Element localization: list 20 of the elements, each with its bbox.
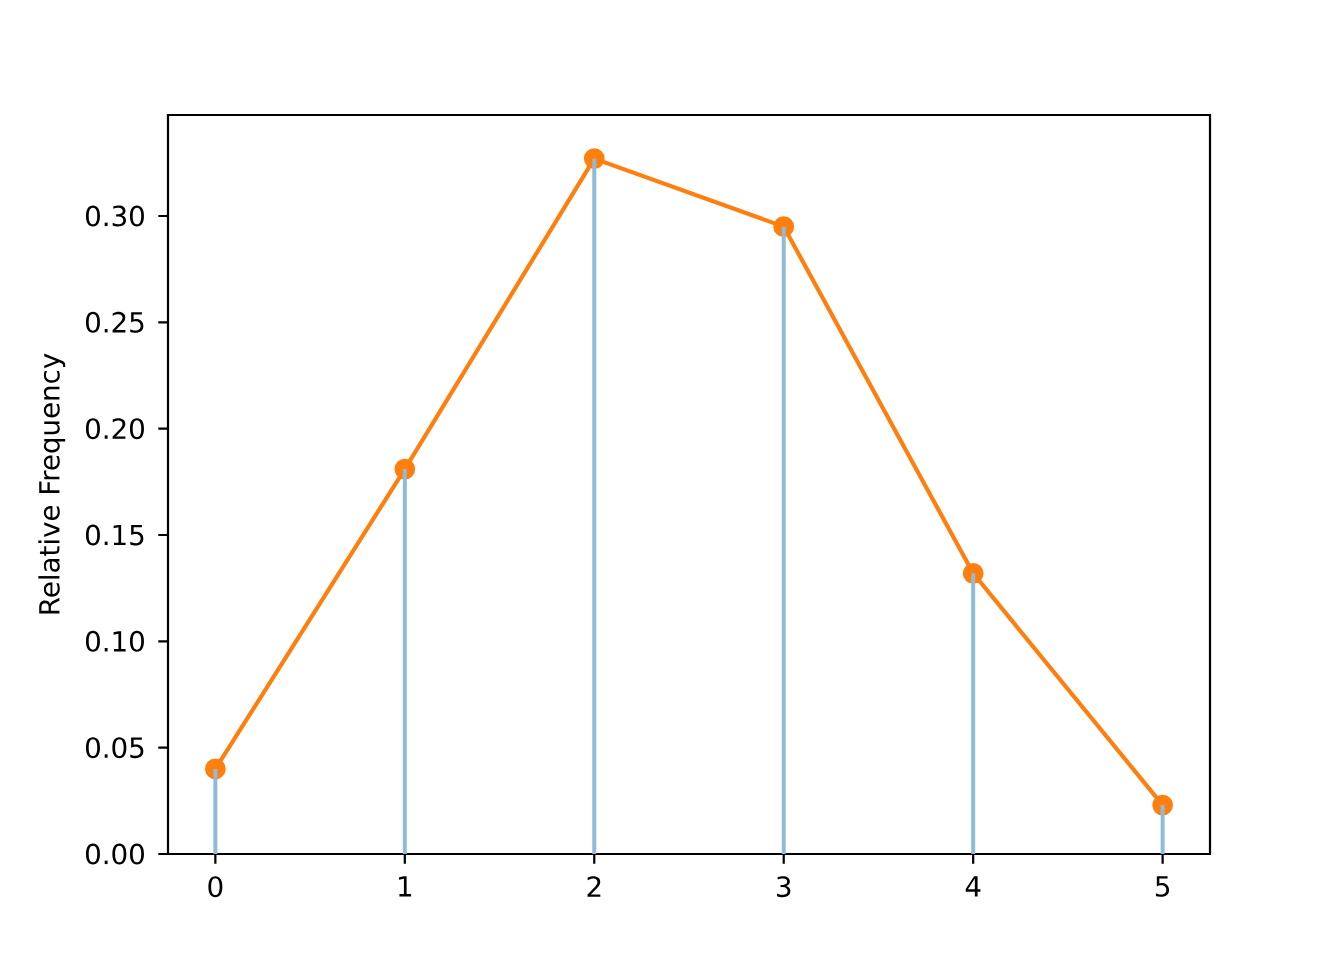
y-tick-label: 0.25	[85, 311, 144, 333]
y-tick-label: 0.05	[85, 737, 144, 759]
x-tick-label: 5	[1155, 876, 1170, 897]
y-tick-label: 0.30	[85, 205, 144, 227]
bar	[1160, 805, 1165, 854]
y-axis-title: Relative Frequency	[38, 353, 66, 614]
x-tick-label: 0	[208, 876, 223, 898]
bar	[971, 573, 976, 854]
bar	[781, 226, 786, 854]
bar	[402, 469, 407, 854]
y-tick-label: 0.00	[85, 843, 144, 865]
x-tick-label: 2	[587, 876, 601, 897]
x-tick-label: 1	[399, 876, 412, 897]
bar	[213, 768, 218, 854]
bar	[592, 158, 597, 854]
y-tick-label: 0.15	[85, 524, 144, 546]
y-tick-label: 0.20	[85, 418, 144, 440]
y-tick-label: 0.10	[85, 630, 144, 652]
x-tick-label: 4	[965, 876, 981, 897]
x-tick-label: 3	[777, 876, 791, 898]
